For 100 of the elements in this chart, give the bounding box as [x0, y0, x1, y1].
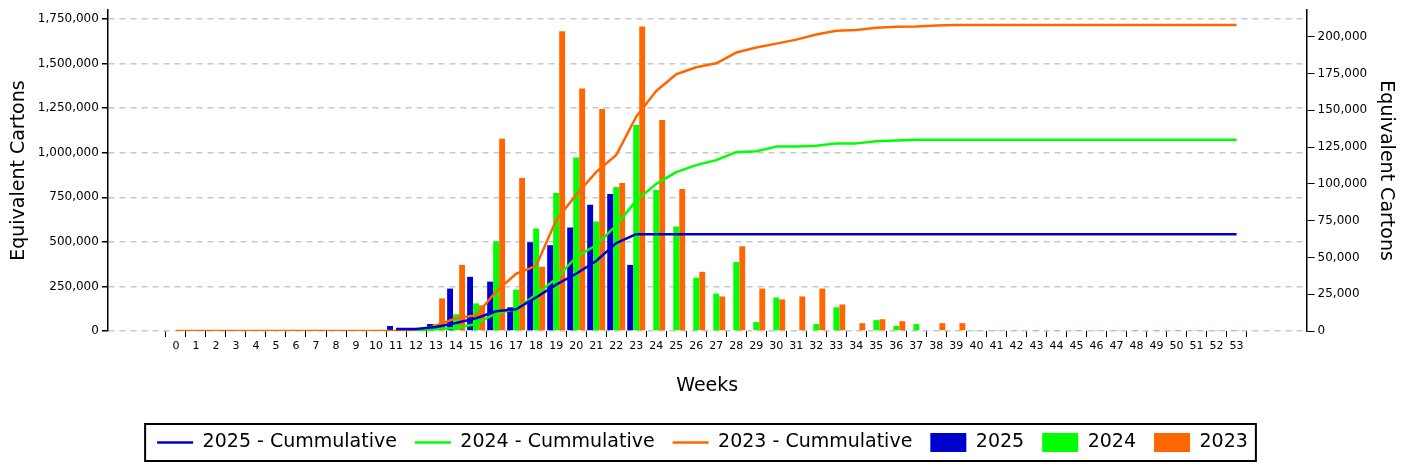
y2-tick-label: 75,000 [1317, 212, 1360, 227]
x-tick-label: 18 [529, 339, 544, 353]
bar [753, 322, 760, 331]
x-tick-label: 38 [929, 339, 944, 353]
x-tick-label: 2 [212, 339, 220, 353]
x-tick-label: 53 [1229, 339, 1244, 353]
x-tick-label: 51 [1189, 339, 1204, 353]
y-tick-label: 0 [91, 323, 99, 338]
x-tick-label: 8 [332, 339, 340, 353]
y-tick-label: 1,750,000 [37, 11, 99, 26]
bar [619, 183, 626, 331]
x-tick-label: 45 [1069, 339, 1084, 353]
y-tick-label: 1,500,000 [37, 55, 99, 70]
x-tick-label: 39 [949, 339, 964, 353]
x-tick-label: 14 [449, 339, 464, 353]
x-tick-label: 47 [1109, 339, 1124, 353]
x-tick-label: 4 [252, 339, 260, 353]
bar [713, 293, 720, 331]
y2-tick-label: 100,000 [1317, 175, 1368, 190]
y2-tick-label: 150,000 [1317, 102, 1368, 117]
x-tick-label: 26 [689, 339, 704, 353]
bar [739, 246, 746, 331]
x-tick-label: 17 [509, 339, 524, 353]
legend-label: 2023 [1199, 429, 1248, 452]
x-tick-label: 30 [769, 339, 784, 353]
x-tick-label: 9 [352, 339, 360, 353]
y-tick-label: 1,000,000 [37, 144, 99, 159]
y-tick-label: 1,250,000 [37, 100, 99, 115]
bar [799, 296, 806, 331]
x-tick-label: 7 [312, 339, 320, 353]
bar [899, 321, 906, 331]
x-tick-label: 11 [389, 339, 404, 353]
bar [659, 119, 666, 331]
x-axis-title: Weeks [676, 372, 739, 395]
x-tick-label: 0 [172, 339, 180, 353]
bar [839, 304, 846, 331]
x-tick-label: 41 [989, 339, 1004, 353]
x-tick-label: 48 [1129, 339, 1144, 353]
bar [939, 323, 946, 331]
bar [913, 324, 920, 331]
y2-tick-label: 125,000 [1317, 139, 1368, 154]
legend-label: 2024 [1087, 429, 1137, 452]
x-tick-label: 46 [1089, 339, 1104, 353]
x-tick-label: 1 [192, 339, 200, 353]
bar [673, 226, 680, 331]
x-tick-label: 6 [292, 339, 300, 353]
x-tick-label: 15 [469, 339, 484, 353]
x-tick-label: 40 [969, 339, 984, 353]
x-tick-label: 27 [709, 339, 724, 353]
y-axis-title: Equivalent Cartons [6, 80, 29, 261]
x-tick-label: 32 [809, 339, 824, 353]
x-tick-label: 24 [649, 339, 664, 353]
x-tick-label: 20 [569, 339, 584, 353]
bar [819, 288, 826, 331]
x-tick-label: 16 [489, 339, 504, 353]
y-tick-label: 500,000 [49, 234, 99, 249]
x-tick-label: 19 [549, 339, 564, 353]
bar [733, 262, 740, 331]
x-tick-label: 29 [749, 339, 764, 353]
x-tick-label: 50 [1169, 339, 1184, 353]
x-tick-label: 31 [789, 339, 804, 353]
bar [779, 299, 786, 331]
bar [719, 296, 726, 331]
x-tick-label: 25 [669, 339, 684, 353]
y2-tick-label: 25,000 [1317, 286, 1360, 301]
y2-tick-label: 0 [1317, 323, 1326, 338]
y-tick-label: 250,000 [49, 278, 99, 293]
bar [387, 326, 393, 331]
x-tick-label: 49 [1149, 339, 1164, 353]
x-tick-label: 10 [369, 339, 384, 353]
bar [813, 324, 820, 331]
x-tick-label: 23 [629, 339, 644, 353]
bar [959, 323, 966, 331]
y-tick-label: 750,000 [49, 189, 99, 204]
legend-label: 2024 - Cummulative [460, 429, 655, 452]
x-tick-label: 13 [429, 339, 444, 353]
x-tick-label: 35 [869, 339, 884, 353]
x-tick-label: 5 [272, 339, 280, 353]
bar [759, 288, 766, 331]
x-tick-label: 44 [1049, 339, 1064, 353]
x-tick-label: 36 [889, 339, 904, 353]
bar [893, 326, 900, 331]
bar [859, 323, 866, 331]
x-tick-label: 42 [1009, 339, 1024, 353]
x-tick-label: 37 [909, 339, 924, 353]
bar [773, 297, 780, 331]
x-tick-label: 3 [232, 339, 240, 353]
x-tick-label: 34 [849, 339, 864, 353]
x-tick-label: 22 [609, 339, 624, 353]
bar [873, 320, 880, 331]
x-tick-label: 43 [1029, 339, 1044, 353]
bar [699, 271, 706, 331]
y2-axis-title: Equivalent Cartons [1376, 80, 1399, 261]
bar [653, 190, 660, 331]
legend-label: 2025 - Cummulative [202, 429, 397, 452]
y2-tick-label: 175,000 [1317, 65, 1368, 80]
x-tick-label: 33 [829, 339, 844, 353]
bar [693, 277, 700, 331]
bar [539, 266, 546, 331]
x-tick-label: 28 [729, 339, 744, 353]
